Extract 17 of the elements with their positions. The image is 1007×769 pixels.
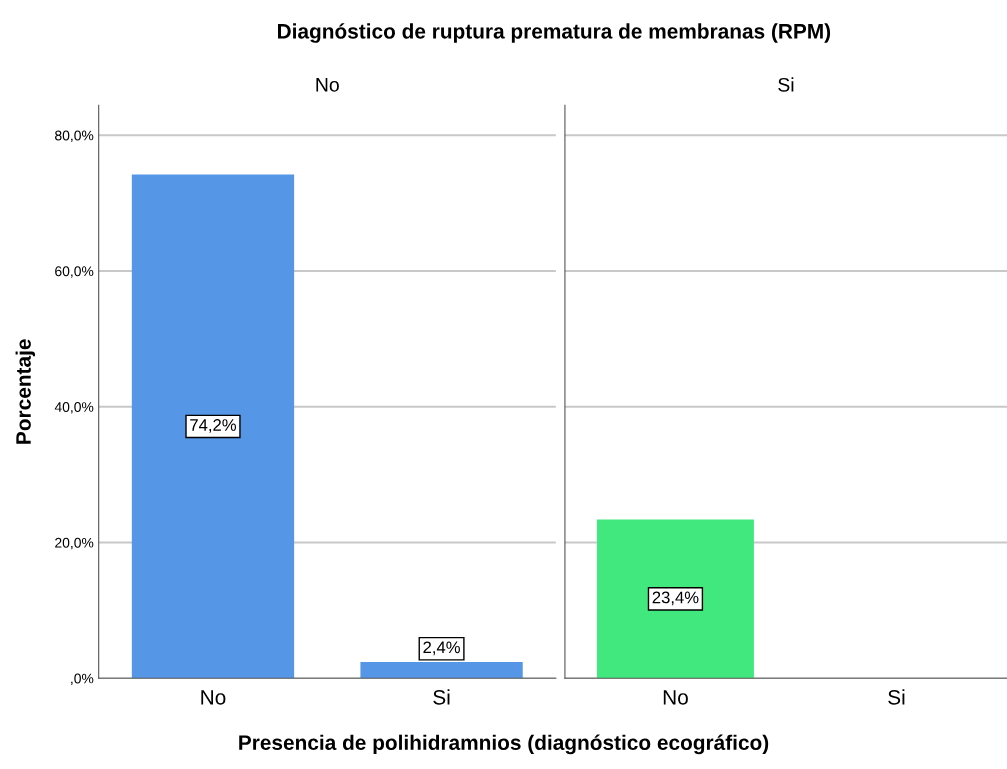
x-tick-label: Si bbox=[888, 689, 905, 705]
y-tick-label: 40,0% bbox=[54, 402, 94, 414]
y-tick-label: ,0% bbox=[71, 673, 94, 686]
y-tick-label: 60,0% bbox=[55, 266, 94, 278]
x-axis-title: Presencia de polihidramnios (diagnóstico ecográfico) bbox=[239, 734, 769, 755]
y-axis-title: Porcentaje bbox=[15, 339, 35, 444]
data-label: 2,4% bbox=[423, 641, 460, 656]
chart-title: No bbox=[316, 78, 339, 92]
data-label: 74,2% bbox=[190, 419, 237, 433]
text: Diagnóstico de ruptura prematura de membranas (RPM) bbox=[278, 23, 831, 43]
y-tick-label: 20,0% bbox=[55, 537, 94, 550]
x-tick-label: No bbox=[663, 690, 688, 705]
x-tick-label: Si bbox=[433, 689, 450, 705]
data-label: 23,4% bbox=[652, 591, 699, 606]
chart-title: Si bbox=[778, 77, 794, 92]
y-tick-label: 80,0% bbox=[55, 130, 94, 143]
x-tick-label: No bbox=[201, 690, 226, 705]
